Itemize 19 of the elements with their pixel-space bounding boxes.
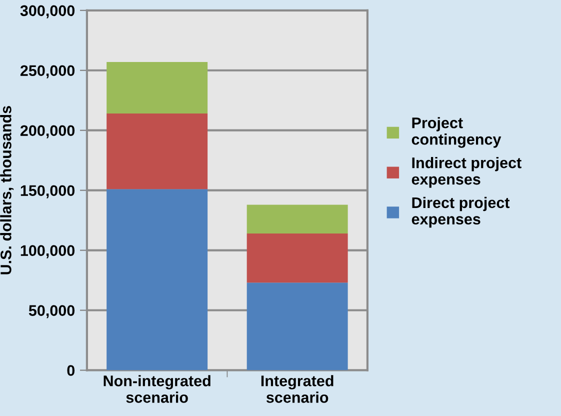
y-axis-title: U.S. dollars, thousands — [0, 106, 14, 274]
bar — [246, 204, 348, 234]
bar — [106, 62, 208, 114]
legend-label: Indirect project expenses — [412, 157, 522, 188]
y-tick-label: 100,000 — [20, 245, 75, 258]
legend-label: Project contingency — [412, 117, 502, 148]
x-tick-label: Integrated scenario — [261, 375, 334, 403]
bar — [106, 189, 208, 370]
bar — [246, 282, 348, 370]
x-tick-label: Non-integrated scenario — [104, 375, 210, 403]
y-tick-label: 0 — [67, 365, 75, 376]
y-tick-label: 150,000 — [20, 185, 75, 198]
y-tick-label: 50,000 — [28, 305, 75, 318]
legend-label: Direct project expenses — [412, 196, 510, 228]
y-tick-label: 300,000 — [20, 5, 75, 18]
y-tick-label: 200,000 — [20, 125, 75, 138]
y-tick-label: 250,000 — [20, 65, 75, 78]
bar — [246, 234, 348, 283]
bar — [106, 114, 208, 190]
